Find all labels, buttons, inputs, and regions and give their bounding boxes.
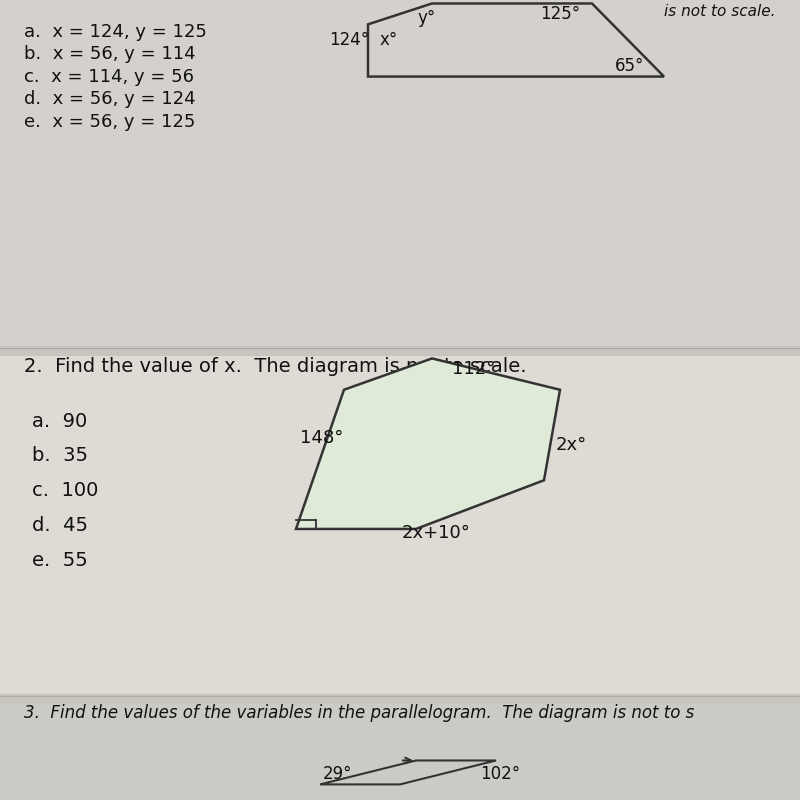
Text: is not to scale.: is not to scale. xyxy=(665,4,776,19)
Text: 2.  Find the value of x.  The diagram is not to scale.: 2. Find the value of x. The diagram is n… xyxy=(24,357,526,376)
Text: y°: y° xyxy=(418,9,436,26)
Text: d.  45: d. 45 xyxy=(32,516,88,535)
FancyBboxPatch shape xyxy=(0,346,800,356)
Text: 125°: 125° xyxy=(540,6,580,23)
Text: 148°: 148° xyxy=(300,430,343,447)
Text: 29°: 29° xyxy=(322,765,352,783)
Text: x°: x° xyxy=(380,31,398,49)
Text: 65°: 65° xyxy=(614,58,644,75)
Text: 102°: 102° xyxy=(480,765,520,783)
Text: 3.  Find the values of the variables in the parallelogram.  The diagram is not t: 3. Find the values of the variables in t… xyxy=(24,704,694,722)
FancyBboxPatch shape xyxy=(0,348,800,696)
Text: 2x+10°: 2x+10° xyxy=(402,524,470,542)
Text: d.  x = 56, y = 124: d. x = 56, y = 124 xyxy=(24,90,196,109)
Text: c.  100: c. 100 xyxy=(32,481,98,500)
Text: b.  35: b. 35 xyxy=(32,446,88,466)
Text: b.  x = 56, y = 114: b. x = 56, y = 114 xyxy=(24,46,196,63)
Text: a.  x = 124, y = 125: a. x = 124, y = 125 xyxy=(24,22,207,41)
Text: a.  90: a. 90 xyxy=(32,411,87,430)
FancyBboxPatch shape xyxy=(0,696,800,800)
Text: e.  x = 56, y = 125: e. x = 56, y = 125 xyxy=(24,113,195,131)
Text: 112°: 112° xyxy=(452,359,495,378)
FancyBboxPatch shape xyxy=(0,694,800,704)
Polygon shape xyxy=(296,358,560,529)
Text: 2x°: 2x° xyxy=(556,437,587,454)
Text: e.  55: e. 55 xyxy=(32,550,88,570)
Text: 124°: 124° xyxy=(330,31,370,49)
Text: c.  x = 114, y = 56: c. x = 114, y = 56 xyxy=(24,68,194,86)
FancyBboxPatch shape xyxy=(0,0,800,348)
